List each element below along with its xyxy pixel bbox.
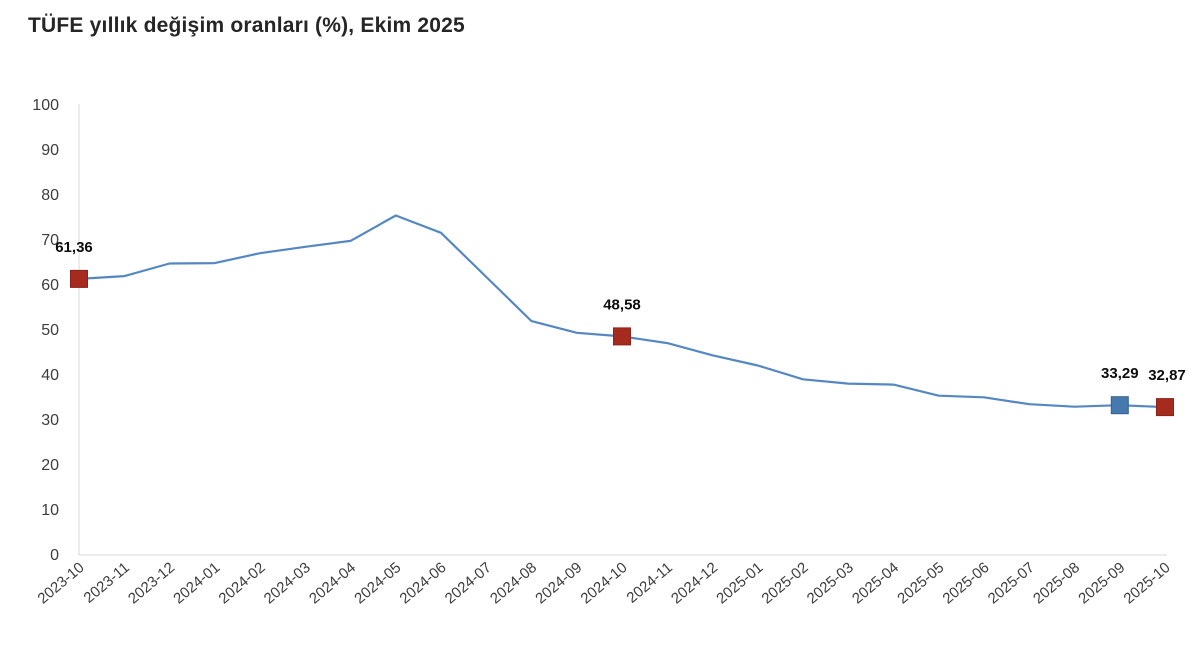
x-tick-label: 2024-11 — [624, 559, 676, 607]
y-tick-label: 90 — [41, 142, 59, 159]
data-point-label-2024-10: 48,58 — [603, 296, 641, 313]
y-tick-label: 60 — [41, 277, 59, 294]
x-tick-label: 2025-08 — [1030, 559, 1083, 607]
chart-title: TÜFE yıllık değişim oranları (%), Ekim 2… — [28, 14, 465, 37]
y-tick-label: 40 — [41, 367, 59, 384]
x-tick-label: 2025-01 — [713, 559, 766, 607]
x-tick-label: 2024-08 — [487, 559, 540, 607]
x-tick-label: 2024-05 — [351, 559, 404, 607]
x-tick-label: 2023-10 — [34, 559, 87, 607]
x-tick-label: 2024-12 — [668, 559, 721, 607]
data-point-marker-2025-10[interactable] — [1156, 398, 1174, 417]
data-point-label-2023-10: 61,36 — [55, 239, 93, 256]
x-tick-label: 2024-10 — [577, 559, 630, 607]
y-tick-label: 70 — [41, 232, 59, 249]
x-tick-label: 2025-07 — [985, 559, 1038, 607]
y-tick-label: 0 — [50, 547, 59, 564]
x-tick-label: 2025-04 — [849, 559, 902, 607]
data-point-marker-2023-10[interactable] — [70, 269, 88, 288]
y-tick-label: 100 — [32, 97, 59, 114]
x-tick-label: 2024-09 — [532, 559, 585, 607]
x-tick-label: 2023-11 — [81, 559, 133, 607]
x-tick-label: 2023-12 — [125, 559, 178, 607]
data-point-label-2025-10: 32,87 — [1148, 367, 1186, 384]
x-tick-label: 2025-06 — [939, 559, 992, 607]
data-point-label-2025-09: 33,29 — [1101, 365, 1139, 382]
data-point-marker-2024-10[interactable] — [613, 327, 631, 346]
x-tick-label: 2024-01 — [170, 559, 223, 607]
x-tick-label: 2025-05 — [894, 559, 947, 607]
x-tick-label: 2024-07 — [442, 559, 495, 607]
y-tick-label: 80 — [41, 187, 59, 204]
x-tick-label: 2024-02 — [215, 559, 268, 607]
x-tick-label: 2024-06 — [396, 559, 449, 607]
y-tick-label: 20 — [41, 457, 59, 474]
y-tick-label: 10 — [41, 502, 59, 519]
data-point-marker-2025-09[interactable] — [1110, 396, 1129, 415]
x-tick-label: 2024-04 — [306, 559, 359, 607]
y-tick-label: 30 — [41, 412, 59, 429]
x-tick-label: 2025-09 — [1075, 559, 1128, 607]
x-tick-label: 2025-03 — [804, 559, 857, 607]
x-tick-label: 2024-03 — [261, 559, 314, 607]
x-tick-label: 2025-10 — [1120, 559, 1173, 607]
x-tick-label: 2025-02 — [758, 559, 811, 607]
y-tick-label: 50 — [41, 322, 59, 339]
